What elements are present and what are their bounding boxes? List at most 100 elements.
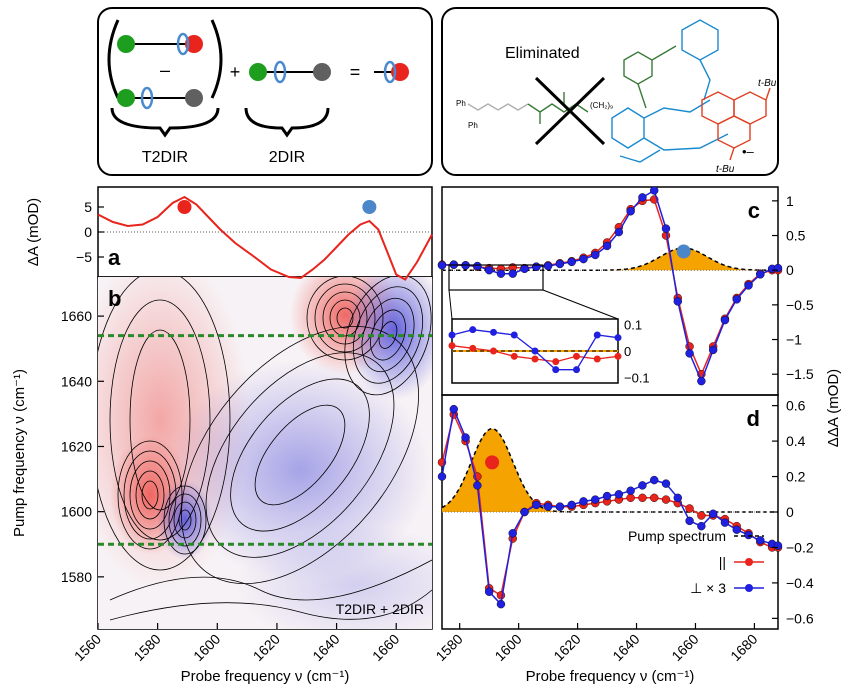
point-c-1-29 xyxy=(773,263,783,273)
point-c-1-25 xyxy=(732,295,741,304)
ytick-label-c-1: 0.5 xyxy=(786,228,806,244)
inset-point-0-6 xyxy=(573,352,580,360)
ring-icon xyxy=(140,86,154,110)
xlabel-b: Probe frequency ν (cm⁻¹) xyxy=(181,668,350,685)
marker-c xyxy=(676,244,691,259)
right-paren xyxy=(210,19,223,99)
ring-icon xyxy=(383,60,397,84)
point-d-0-18 xyxy=(650,493,659,503)
gray-dot-icon xyxy=(185,89,203,107)
marker-a-1 xyxy=(362,200,377,214)
ytick-label-d-3: 0 xyxy=(786,504,794,520)
scheme-right: Eliminated Ph Ph (CH₂)₉ xyxy=(456,19,777,175)
ph-label: Ph xyxy=(456,99,466,108)
point-d-0-16 xyxy=(626,493,635,503)
eliminated-label: Eliminated xyxy=(505,45,580,62)
ytick-label-c-2: 0 xyxy=(786,262,794,278)
chain-label: (CH₂)₉ xyxy=(590,101,613,110)
point-c-1-3 xyxy=(473,261,482,271)
point-d-1-22 xyxy=(697,521,706,531)
inset-point-0-0 xyxy=(448,342,456,350)
point-d-1-25 xyxy=(732,525,741,534)
scheme-left-box xyxy=(97,7,433,176)
point-c-1-14 xyxy=(602,241,612,251)
inset-point-1-6 xyxy=(573,366,580,374)
xtick-label-d-1: 1600 xyxy=(491,631,524,664)
ylabel-a: ΔA (mOD) xyxy=(25,198,42,266)
point-d-1-10 xyxy=(555,502,565,511)
red-dot-icon xyxy=(185,35,203,53)
inset-point-0-3 xyxy=(510,352,518,360)
point-d-1-23 xyxy=(708,509,718,518)
inset-ytick-label-1: 0 xyxy=(624,344,631,359)
point-d-1-26 xyxy=(744,530,753,540)
point-c-1-9 xyxy=(543,261,553,271)
point-d-1-7 xyxy=(520,507,529,517)
point-d-1-21 xyxy=(685,516,694,526)
point-d-0-5 xyxy=(496,591,506,600)
ring-icon xyxy=(273,60,287,84)
minus-sign: – xyxy=(160,60,170,80)
ytick-label-c-4: −1 xyxy=(786,332,802,348)
inset-connector-2 xyxy=(542,289,619,320)
xtick-label-d-3: 1640 xyxy=(609,631,642,664)
xtick-label-d-2: 1620 xyxy=(550,631,583,664)
ytick-label-b-4: 1660 xyxy=(61,308,92,324)
inset-ytick-label-0: 0.1 xyxy=(624,317,642,332)
point-d-1-4 xyxy=(484,587,494,596)
inset-point-0-4 xyxy=(531,355,539,363)
inset-point-0-8 xyxy=(614,352,622,360)
panel-a-frame xyxy=(97,186,433,278)
xtick-label-d-0: 1580 xyxy=(432,631,465,664)
point-c-1-27 xyxy=(756,270,765,279)
point-d-1-9 xyxy=(543,502,553,511)
radical-label: •– xyxy=(742,144,755,159)
point-d-1-3 xyxy=(473,481,482,490)
point-d-1-18 xyxy=(650,475,659,485)
point-d-1-6 xyxy=(508,529,517,538)
panel-label-c: c xyxy=(748,198,760,223)
point-d-1-5 xyxy=(496,599,506,609)
point-c-1-0 xyxy=(437,261,447,270)
point-c-1-6 xyxy=(508,269,517,278)
ytick-label-d-0: 0.6 xyxy=(786,398,806,414)
xtick-label-b-2: 1600 xyxy=(190,631,223,664)
point-d-1-8 xyxy=(532,500,541,510)
xlabel-d: Probe frequency ν (cm⁻¹) xyxy=(526,668,695,685)
point-d-0-17 xyxy=(638,493,647,503)
heatmap-b xyxy=(98,277,432,629)
xtick-label-d-4: 1660 xyxy=(668,631,701,664)
point-d-1-1 xyxy=(449,404,458,414)
equals-sign: = xyxy=(350,62,361,82)
ytick-label-d-2: 0.2 xyxy=(786,469,806,485)
inset-point-1-7 xyxy=(593,331,601,339)
legend-parallel-label: || xyxy=(719,554,726,570)
scheme-left: – T2DIR + 2DIR = xyxy=(107,19,409,166)
inset-point-1-0 xyxy=(448,331,456,339)
point-c-1-16 xyxy=(626,207,635,216)
legend-pump-label: Pump spectrum xyxy=(628,528,726,544)
ytick-label-d-6: −0.6 xyxy=(786,610,814,626)
point-c-1-13 xyxy=(591,250,600,260)
legend-perp-label: ⊥ × 3 xyxy=(690,580,726,596)
xtick-label-b-5: 1660 xyxy=(369,631,402,664)
point-d-0-19 xyxy=(661,495,671,504)
point-c-1-23 xyxy=(708,345,718,355)
point-d-1-12 xyxy=(579,497,588,506)
ytick-label-d-5: −0.4 xyxy=(786,575,814,591)
ytick-label-b-2: 1620 xyxy=(61,438,92,454)
ytick-label-a-0: 5 xyxy=(84,199,92,215)
brace-2dir xyxy=(244,107,330,138)
point-d-1-29 xyxy=(773,541,783,550)
pump-fill-c xyxy=(442,248,778,271)
point-c-1-24 xyxy=(720,315,730,325)
inset-point-0-2 xyxy=(490,347,497,355)
legend-b: T2DIR + 2DIR xyxy=(336,601,424,617)
ph-label-2: Ph xyxy=(468,121,478,130)
point-c-1-22 xyxy=(697,376,706,386)
point-c-1-5 xyxy=(496,269,506,278)
panel-label-d: d xyxy=(747,406,760,431)
ytick-label-d-4: −0.2 xyxy=(786,539,814,555)
marker-d xyxy=(485,455,500,470)
panel-label-b: b xyxy=(108,286,121,311)
